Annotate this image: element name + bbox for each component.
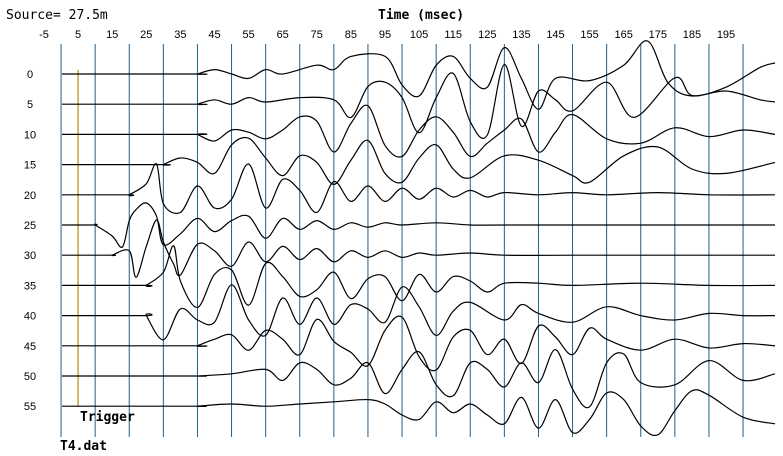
y-tick-label: 45 [24,341,36,353]
trace-15 [61,136,776,185]
trace-5 [62,63,776,139]
x-tick-labels: -5 5 15 25 35 45 55 65 75 85 95 105 115 125 135 145 155 1… [39,29,735,41]
y-tick-labels: 0 5 10 15 20 25 30 35 40 45 50 55 [24,69,36,413]
time-axis-label: Time (msec) [378,8,464,23]
time-gridlines [60,44,744,437]
y-tick-label: 30 [24,250,36,262]
x-tick-label: 85 [345,29,357,41]
trace-55 [62,389,776,437]
trigger-label: Trigger [80,410,135,425]
x-tick-label: 165 [615,29,633,41]
x-tick-label: 155 [580,29,598,41]
y-tick-label: 20 [24,190,36,202]
x-tick-label: 75 [311,29,323,41]
trace-20 [61,163,776,214]
y-tick-label: 10 [24,129,36,141]
source-label: Source= 27.5m [6,8,108,23]
x-tick-label: 135 [512,29,530,41]
x-tick-label: 195 [717,29,735,41]
trace-35 [62,245,776,308]
file-name-label: T4.dat [60,439,107,454]
x-tick-label: 185 [683,29,701,41]
x-tick-label: 5 [75,29,81,41]
x-tick-label: 175 [649,29,667,41]
y-tick-label: 55 [24,401,36,413]
x-tick-label: 15 [106,29,118,41]
x-tick-label: 95 [379,29,391,41]
trace-50 [62,349,776,409]
x-tick-label: 115 [444,29,462,41]
x-tick-label: 125 [478,29,496,41]
trace-10 [62,104,776,158]
trace-0 [62,40,776,110]
x-tick-label: 35 [174,29,186,41]
x-tick-label: 65 [277,29,289,41]
y-tick-label: 5 [27,99,33,111]
trace-40 [62,284,776,341]
x-tick-label: 45 [208,29,220,41]
x-tick-label: 145 [546,29,564,41]
x-tick-label: 105 [410,29,428,41]
y-tick-label: 25 [24,220,36,232]
y-tick-label: 15 [24,160,36,172]
trace-45 [62,315,776,372]
seismic-traces [61,40,776,437]
y-tick-label: 35 [24,280,36,292]
trace-25 [61,202,775,249]
x-tick-label: 55 [242,29,254,41]
y-tick-label: 50 [24,371,36,383]
x-tick-label: -5 [39,29,49,41]
x-tick-label: 25 [140,29,152,41]
trace-30 [61,219,775,278]
y-tick-label: 0 [27,69,33,81]
y-tick-label: 40 [24,311,36,323]
